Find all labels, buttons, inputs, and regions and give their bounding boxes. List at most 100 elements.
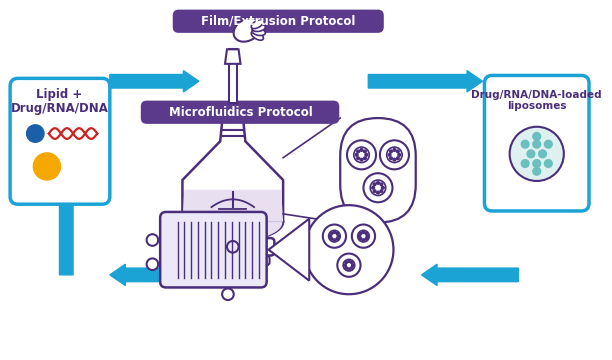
Polygon shape xyxy=(368,71,482,92)
FancyBboxPatch shape xyxy=(485,76,589,211)
Text: Drug/RNA/DNA: Drug/RNA/DNA xyxy=(10,102,108,115)
Circle shape xyxy=(364,173,392,202)
Circle shape xyxy=(381,186,384,189)
Circle shape xyxy=(539,150,547,158)
FancyBboxPatch shape xyxy=(173,10,384,33)
Circle shape xyxy=(337,235,340,237)
Ellipse shape xyxy=(252,20,263,29)
Circle shape xyxy=(334,231,335,233)
Circle shape xyxy=(365,232,367,235)
Circle shape xyxy=(373,183,376,186)
Circle shape xyxy=(533,160,540,167)
Polygon shape xyxy=(110,264,163,285)
Circle shape xyxy=(330,238,333,240)
Circle shape xyxy=(26,125,44,142)
Circle shape xyxy=(397,150,399,153)
Circle shape xyxy=(390,150,392,153)
Circle shape xyxy=(521,140,529,148)
Circle shape xyxy=(323,225,346,248)
FancyBboxPatch shape xyxy=(340,118,416,222)
Circle shape xyxy=(351,267,353,269)
Polygon shape xyxy=(422,264,518,285)
Polygon shape xyxy=(110,71,199,92)
Circle shape xyxy=(398,153,401,156)
Circle shape xyxy=(348,268,350,270)
Circle shape xyxy=(362,231,365,233)
Polygon shape xyxy=(229,49,237,103)
Circle shape xyxy=(334,239,335,241)
Polygon shape xyxy=(182,190,283,222)
Circle shape xyxy=(352,264,354,266)
Circle shape xyxy=(329,235,332,237)
Text: Film/Extrusion Protocol: Film/Extrusion Protocol xyxy=(201,15,356,28)
Circle shape xyxy=(222,288,234,300)
Circle shape xyxy=(330,232,333,235)
Circle shape xyxy=(393,158,396,161)
Circle shape xyxy=(533,140,540,148)
Circle shape xyxy=(545,160,552,167)
Circle shape xyxy=(380,140,409,169)
Polygon shape xyxy=(225,49,241,64)
Circle shape xyxy=(390,157,392,159)
Circle shape xyxy=(533,132,540,140)
Circle shape xyxy=(393,149,396,151)
Circle shape xyxy=(147,234,159,246)
Circle shape xyxy=(359,235,360,237)
Circle shape xyxy=(336,238,338,240)
Ellipse shape xyxy=(234,18,261,42)
Circle shape xyxy=(373,190,376,193)
Circle shape xyxy=(352,225,375,248)
Circle shape xyxy=(360,158,363,161)
Text: Microfluidics Protocol: Microfluidics Protocol xyxy=(169,106,312,119)
Circle shape xyxy=(304,205,394,294)
FancyBboxPatch shape xyxy=(10,78,110,204)
Circle shape xyxy=(510,127,564,181)
Circle shape xyxy=(365,238,367,240)
Circle shape xyxy=(357,230,369,242)
Circle shape xyxy=(533,167,540,175)
FancyBboxPatch shape xyxy=(160,212,267,287)
Circle shape xyxy=(521,160,529,167)
Polygon shape xyxy=(508,95,529,204)
Circle shape xyxy=(364,157,367,159)
Circle shape xyxy=(147,258,159,270)
Circle shape xyxy=(33,153,61,180)
Circle shape xyxy=(370,180,386,195)
Circle shape xyxy=(336,232,338,235)
Circle shape xyxy=(365,153,368,156)
Circle shape xyxy=(343,259,355,271)
Circle shape xyxy=(345,261,348,264)
Circle shape xyxy=(337,253,360,277)
Circle shape xyxy=(397,157,399,159)
Circle shape xyxy=(380,183,382,186)
Circle shape xyxy=(364,150,367,153)
Polygon shape xyxy=(269,219,309,281)
Circle shape xyxy=(545,140,552,148)
Circle shape xyxy=(348,260,350,262)
FancyBboxPatch shape xyxy=(192,238,274,256)
Circle shape xyxy=(329,230,340,242)
Circle shape xyxy=(354,147,369,163)
Circle shape xyxy=(356,153,358,156)
Circle shape xyxy=(380,190,382,193)
Circle shape xyxy=(376,181,379,184)
Circle shape xyxy=(387,147,402,163)
Circle shape xyxy=(351,261,353,264)
Circle shape xyxy=(347,140,376,169)
Circle shape xyxy=(366,235,368,237)
Circle shape xyxy=(360,238,362,240)
Circle shape xyxy=(388,153,391,156)
Circle shape xyxy=(357,157,359,159)
Text: Drug/RNA/DNA-loaded: Drug/RNA/DNA-loaded xyxy=(471,90,602,100)
FancyBboxPatch shape xyxy=(197,256,269,265)
Polygon shape xyxy=(56,95,77,275)
Circle shape xyxy=(371,186,375,189)
Ellipse shape xyxy=(252,28,266,36)
Circle shape xyxy=(345,267,348,269)
Circle shape xyxy=(360,149,363,151)
Ellipse shape xyxy=(252,31,263,40)
FancyBboxPatch shape xyxy=(141,101,339,124)
Circle shape xyxy=(357,150,359,153)
Ellipse shape xyxy=(252,24,266,31)
Polygon shape xyxy=(182,103,283,222)
